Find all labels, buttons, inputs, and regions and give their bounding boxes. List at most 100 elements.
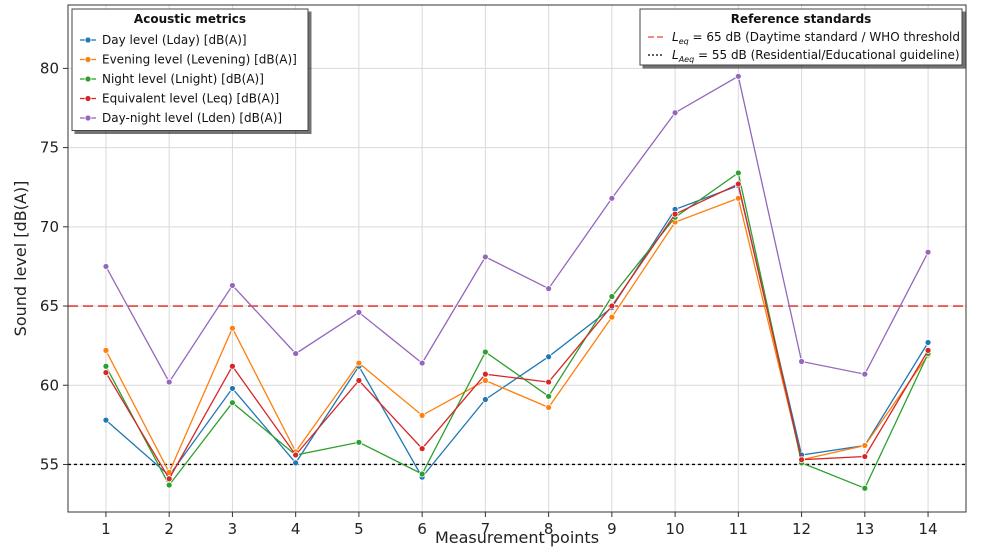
data-point: [481, 348, 489, 356]
x-tick-label: 10: [666, 520, 685, 538]
data-point: [355, 308, 363, 316]
x-tick-label: 1: [101, 520, 111, 538]
data-point: [545, 285, 553, 293]
data-point: [608, 293, 616, 300]
y-tick-label: 60: [40, 376, 59, 394]
x-tick-label: 9: [607, 520, 617, 538]
y-axis-title: Sound level [dB(A)]: [11, 181, 30, 337]
data-point: [418, 411, 426, 419]
x-tick-label: 6: [417, 520, 427, 538]
data-point: [608, 302, 616, 310]
legend-label: Day-night level (Lden) [dB(A)]: [102, 111, 282, 125]
series: [102, 194, 932, 476]
series: [102, 169, 932, 492]
legend-box: [71, 8, 309, 131]
legend-item: LAeq = 55 dB (Residential/Educational gu…: [648, 48, 960, 64]
series: [102, 72, 932, 386]
grid: [68, 5, 966, 512]
data-point: [165, 481, 173, 489]
data-point: [861, 453, 869, 460]
data-point: [229, 282, 236, 289]
data-point: [102, 369, 110, 376]
data-point: [481, 253, 489, 261]
x-axis-ticks: 1 2 3 4 5 6 7 8 9 10 11 12 13 14: [101, 512, 938, 538]
series-line: [105, 184, 929, 479]
legend-label: Day level (Lday) [dB(A)]: [102, 33, 247, 47]
data-point: [102, 263, 110, 270]
legend-label: LAeq = 55 dB (Residential/Educational gu…: [672, 48, 960, 64]
series-line: [105, 197, 929, 474]
data-point: [229, 362, 236, 370]
y-tick-label: 65: [40, 297, 59, 315]
data-point: [418, 470, 426, 478]
data-point: [608, 313, 616, 321]
series-line: [105, 75, 929, 384]
data-series: [102, 72, 932, 492]
data-point: [165, 378, 173, 386]
data-point: [545, 404, 553, 411]
data-point: [671, 210, 679, 218]
data-point: [734, 169, 742, 177]
data-point: [798, 358, 805, 365]
data-point: [481, 370, 489, 378]
legend-swatch-marker: [84, 75, 92, 83]
legend-item: Evening level (Levening) [dB(A)]: [80, 53, 297, 67]
data-point: [418, 445, 426, 453]
legend-label: Leq = 65 dB (Daytime standard / WHO thre…: [672, 30, 960, 46]
y-tick-label: 70: [40, 218, 59, 236]
data-point: [102, 362, 110, 370]
data-point: [165, 475, 173, 483]
data-point: [292, 451, 300, 459]
legend-item: Leq = 65 dB (Daytime standard / WHO thre…: [648, 30, 960, 46]
y-tick-label: 80: [40, 59, 59, 77]
series: [102, 180, 932, 483]
series-line: [105, 171, 929, 490]
data-point: [355, 359, 363, 367]
legend-title: Reference standards: [731, 12, 872, 26]
data-point: [418, 359, 426, 367]
data-point: [545, 392, 553, 400]
x-tick-label: 11: [729, 520, 748, 538]
x-tick-label: 12: [792, 520, 811, 538]
plot-frame: [67, 4, 967, 513]
data-point: [798, 456, 805, 464]
data-point: [292, 459, 300, 467]
data-point: [671, 109, 679, 117]
legend-item: Day level (Lday) [dB(A)]: [80, 33, 247, 47]
legend-acoustic-metrics: Acoustic metrics Day level (Lday) [dB(A)…: [71, 8, 309, 131]
data-point: [292, 350, 300, 357]
data-point: [545, 378, 553, 386]
series-line: [105, 183, 929, 480]
x-tick-label: 5: [354, 520, 364, 538]
legend-label: Night level (Lnight) [dB(A)]: [102, 72, 264, 86]
legend-swatch-marker: [84, 114, 92, 122]
legend-item: Day-night level (Lden) [dB(A)]: [80, 111, 282, 125]
y-tick-label: 75: [40, 139, 59, 157]
data-point: [608, 194, 616, 202]
data-point: [229, 324, 236, 332]
data-point: [481, 377, 489, 384]
x-tick-label: 2: [164, 520, 174, 538]
data-point: [355, 377, 363, 384]
data-point: [924, 346, 932, 354]
data-point: [229, 385, 236, 392]
data-point: [861, 370, 869, 378]
data-point: [545, 353, 553, 361]
data-point: [481, 396, 489, 403]
legend-swatch-marker: [84, 36, 92, 44]
legend-swatch-marker: [84, 95, 92, 102]
data-point: [734, 180, 742, 188]
data-point: [102, 416, 110, 424]
data-point: [924, 248, 932, 256]
y-tick-label: 55: [40, 455, 59, 473]
legend-label: Evening level (Levening) [dB(A)]: [102, 53, 297, 67]
x-tick-label: 14: [919, 520, 938, 538]
legend-swatch-marker: [84, 56, 92, 63]
legend-title: Acoustic metrics: [134, 12, 246, 26]
data-point: [102, 346, 110, 354]
data-point: [734, 72, 742, 80]
x-tick-label: 4: [291, 520, 301, 538]
x-tick-label: 3: [228, 520, 238, 538]
legend-item: Night level (Lnight) [dB(A)]: [80, 72, 264, 86]
